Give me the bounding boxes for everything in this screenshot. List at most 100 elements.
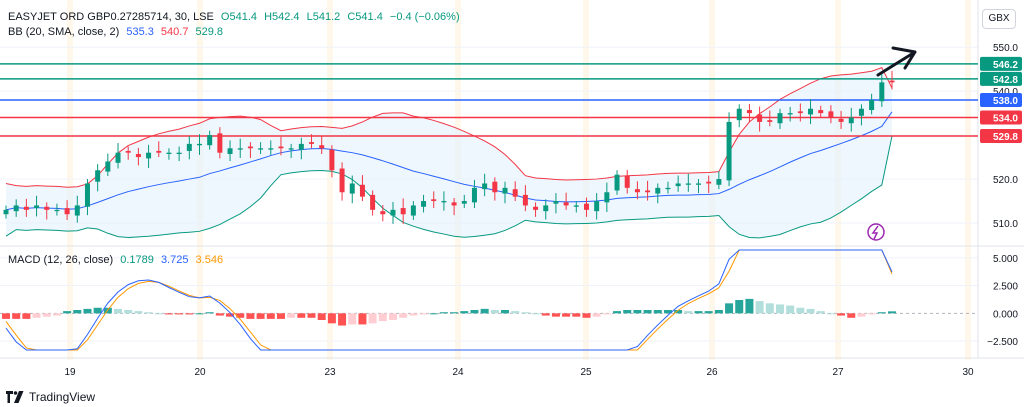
candle-body [146,152,152,159]
candle-body [858,108,864,116]
price-tick-label: 540.0 [993,87,1018,98]
bollinger-basis-line [5,111,893,211]
macd-histogram-bar [460,311,469,314]
macd-histogram-bar [704,311,713,314]
session-separator [965,0,971,360]
macd-histogram-bar [154,313,163,315]
candle-body [125,150,131,153]
candle-body [502,187,508,194]
time-tick-label: 24 [452,367,464,378]
candle-body [441,201,447,203]
candle-body [23,206,29,210]
macd-histogram-bar [226,313,235,317]
candle-body [828,111,834,118]
macd-histogram-bar [307,313,316,318]
flash-bolt-icon [871,225,879,240]
macd-histogram-bar [562,313,571,317]
macd-histogram-bar [205,312,214,314]
candle-body [207,135,213,146]
time-tick-label: 25 [580,367,592,378]
macd-legend: MACD (12, 26, close) 0.1789 3.725 3.546 [8,254,227,266]
macd-histogram-bar [674,310,683,314]
candle-body [655,187,661,194]
candle-body [573,205,579,207]
macd-histogram-bar [419,313,428,315]
level-price-label: 529.8 [993,132,1018,143]
candle-body [3,209,9,215]
macd-histogram-bar [287,313,296,318]
candle-body [278,146,284,149]
candle-body [95,170,101,182]
macd-histogram-bar [317,313,326,320]
candle-body [64,208,70,215]
candle-body [410,205,416,216]
macd-histogram-bar [714,310,723,314]
macd-histogram-bar [521,312,530,314]
bb-upper-value: 540.7 [160,26,189,38]
macd-histogram-bar [297,313,306,318]
macd-histogram-bar [368,313,377,324]
candle-body [767,120,773,122]
macd-histogram-bar [765,303,774,314]
candle-body [726,121,732,181]
candle-body [543,205,549,212]
candle-body [44,206,50,210]
candle-body [736,108,742,121]
macd-histogram-bar [399,313,408,318]
macd-hist-value: 0.1789 [120,254,154,266]
candle-body [349,183,355,194]
currency-button[interactable]: GBX [982,9,1016,29]
candle-body [594,201,600,212]
macd-histogram-bar [796,307,805,314]
candle-body [838,118,844,122]
macd-histogram-bar [826,313,835,315]
macd-histogram-bar [22,313,31,319]
bb-basis-value: 535.3 [126,26,154,38]
candle-body [665,187,671,190]
candle-body [614,174,620,191]
candle-body [370,194,376,210]
macd-histogram-bar [867,313,876,315]
macd-histogram-bar [755,301,764,314]
price-tick-label: 510.0 [993,219,1018,230]
ohlc-close: C541.4 [347,11,383,23]
macd-histogram-bar [613,311,622,314]
macd-histogram-bar [775,304,784,314]
tradingview-brand[interactable]: TradingView [6,390,95,404]
candle-body [471,187,477,203]
candle-body [553,201,559,204]
candle-body [431,199,437,202]
candle-body [380,211,386,215]
macd-histogram-bar [541,313,550,316]
candle-body [309,142,315,144]
macd-histogram-bar [725,303,734,314]
macd-histogram-bar [32,313,41,318]
candle-body [421,201,427,207]
ohlc-change: −0.4 (−0.06%) [389,11,460,23]
arrow-annotation [876,46,917,77]
macd-histogram-bar [531,313,540,315]
macd-histogram-bar [572,313,581,317]
macd-histogram-bar [93,307,102,314]
candle-body [716,179,722,185]
macd-histogram-bar [378,313,387,322]
macd-histogram-bar [348,313,357,325]
candle-body [227,148,233,155]
macd-line-value: 3.725 [160,254,189,266]
candle-body [74,205,80,216]
bollinger-lower-line [5,135,893,239]
candle-body [645,190,651,193]
candle-body [777,113,783,124]
macd-tick-label: 2.500 [993,282,1018,293]
candle-body [746,110,752,114]
macd-histogram-bar [490,310,499,314]
candle-body [624,175,630,188]
macd-histogram-bar [358,313,367,325]
candle-body [522,194,528,206]
candle-body [237,148,243,150]
macd-histogram-bar [134,311,143,314]
level-price-tag [980,71,1022,86]
macd-histogram-bar [694,311,703,314]
macd-histogram-bar [12,313,21,319]
